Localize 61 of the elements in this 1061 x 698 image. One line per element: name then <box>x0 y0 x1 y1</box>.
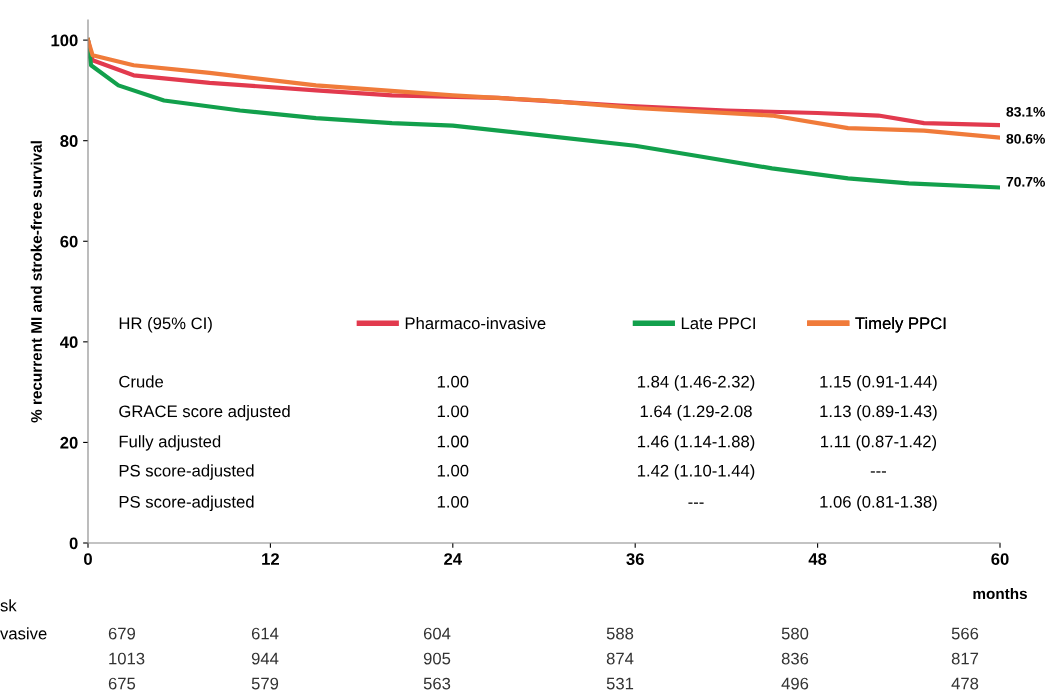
annotation: 1.00 <box>437 464 469 477</box>
annotation: GRACE score adjusted <box>119 404 290 421</box>
annotation: 1.42 (1.10-1.44) <box>637 464 755 480</box>
text: 566 <box>951 627 979 640</box>
y-tick-label: 0 <box>69 537 78 550</box>
text: 496 <box>781 677 809 690</box>
text: 80.6% <box>1006 133 1046 144</box>
text: sk <box>0 599 17 612</box>
annotation: 1.06 (0.81-1.38) <box>820 495 937 512</box>
text: 531 <box>606 677 634 690</box>
x-tick-label: 0 <box>84 553 92 565</box>
annotation: --- <box>870 471 886 473</box>
text: 905 <box>423 652 451 665</box>
annotation: PS score-adjusted <box>119 495 254 512</box>
text: 1013 <box>109 652 145 665</box>
text: 817 <box>951 652 979 665</box>
annotation: 1.00 <box>437 405 469 418</box>
annotation: 1.13 (0.89-1.43) <box>820 404 937 421</box>
y-tick-label: 60 <box>60 235 78 248</box>
annotation: 1.64 (1.29-2.08 <box>640 404 752 421</box>
text: 675 <box>108 677 136 690</box>
text: 563 <box>423 677 451 690</box>
annotation: Crude <box>119 375 164 388</box>
x-axis-title: months <box>973 587 1027 600</box>
annotation: 1.00 <box>437 435 469 448</box>
x-tick-label: 24 <box>444 553 462 565</box>
text: 588 <box>606 627 634 640</box>
text: 604 <box>423 627 451 640</box>
text: 70.7% <box>1006 176 1046 187</box>
y-axis-title: % recurrent MI and stroke-free survival <box>30 141 42 423</box>
x-tick-label: 12 <box>262 553 279 565</box>
text: 874 <box>606 652 634 665</box>
y-tick-label: 40 <box>59 336 78 349</box>
annotation: 1.00 <box>437 375 469 388</box>
text: 836 <box>781 652 809 665</box>
text: 83.1% <box>1006 106 1046 117</box>
text: 579 <box>251 677 279 690</box>
annotation: --- <box>688 502 704 504</box>
annotation: 1.15 (0.91-1.44) <box>820 375 937 391</box>
x-tick-label: 48 <box>808 553 827 565</box>
x-tick-label: 36 <box>626 553 644 565</box>
legend-label: Late PPCI <box>681 317 755 330</box>
text: 580 <box>781 627 809 640</box>
annotation: 1.84 (1.46-2.32) <box>637 375 755 391</box>
text: vasive <box>0 627 47 640</box>
text: 478 <box>951 677 979 690</box>
annotation: 1.11 (0.87-1.42) <box>820 435 937 451</box>
annotation: HR (95% CI) <box>119 316 212 333</box>
annotation: PS score-adjusted <box>119 464 254 480</box>
annotation: 1.00 <box>437 495 469 508</box>
y-tick-label: 20 <box>60 436 78 449</box>
x-tick-label: 60 <box>991 553 1009 565</box>
text: 944 <box>251 652 279 665</box>
legend-label: Timely PPCI <box>855 316 946 333</box>
text: 614 <box>251 627 279 640</box>
annotation: 1.46 (1.14-1.88) <box>637 435 755 451</box>
text: 679 <box>108 627 136 640</box>
y-tick-label: 80 <box>60 135 78 147</box>
y-tick-label: 100 <box>51 34 78 47</box>
annotation: Fully adjusted <box>119 435 221 451</box>
legend-label: Pharmaco-invasive <box>405 316 546 330</box>
